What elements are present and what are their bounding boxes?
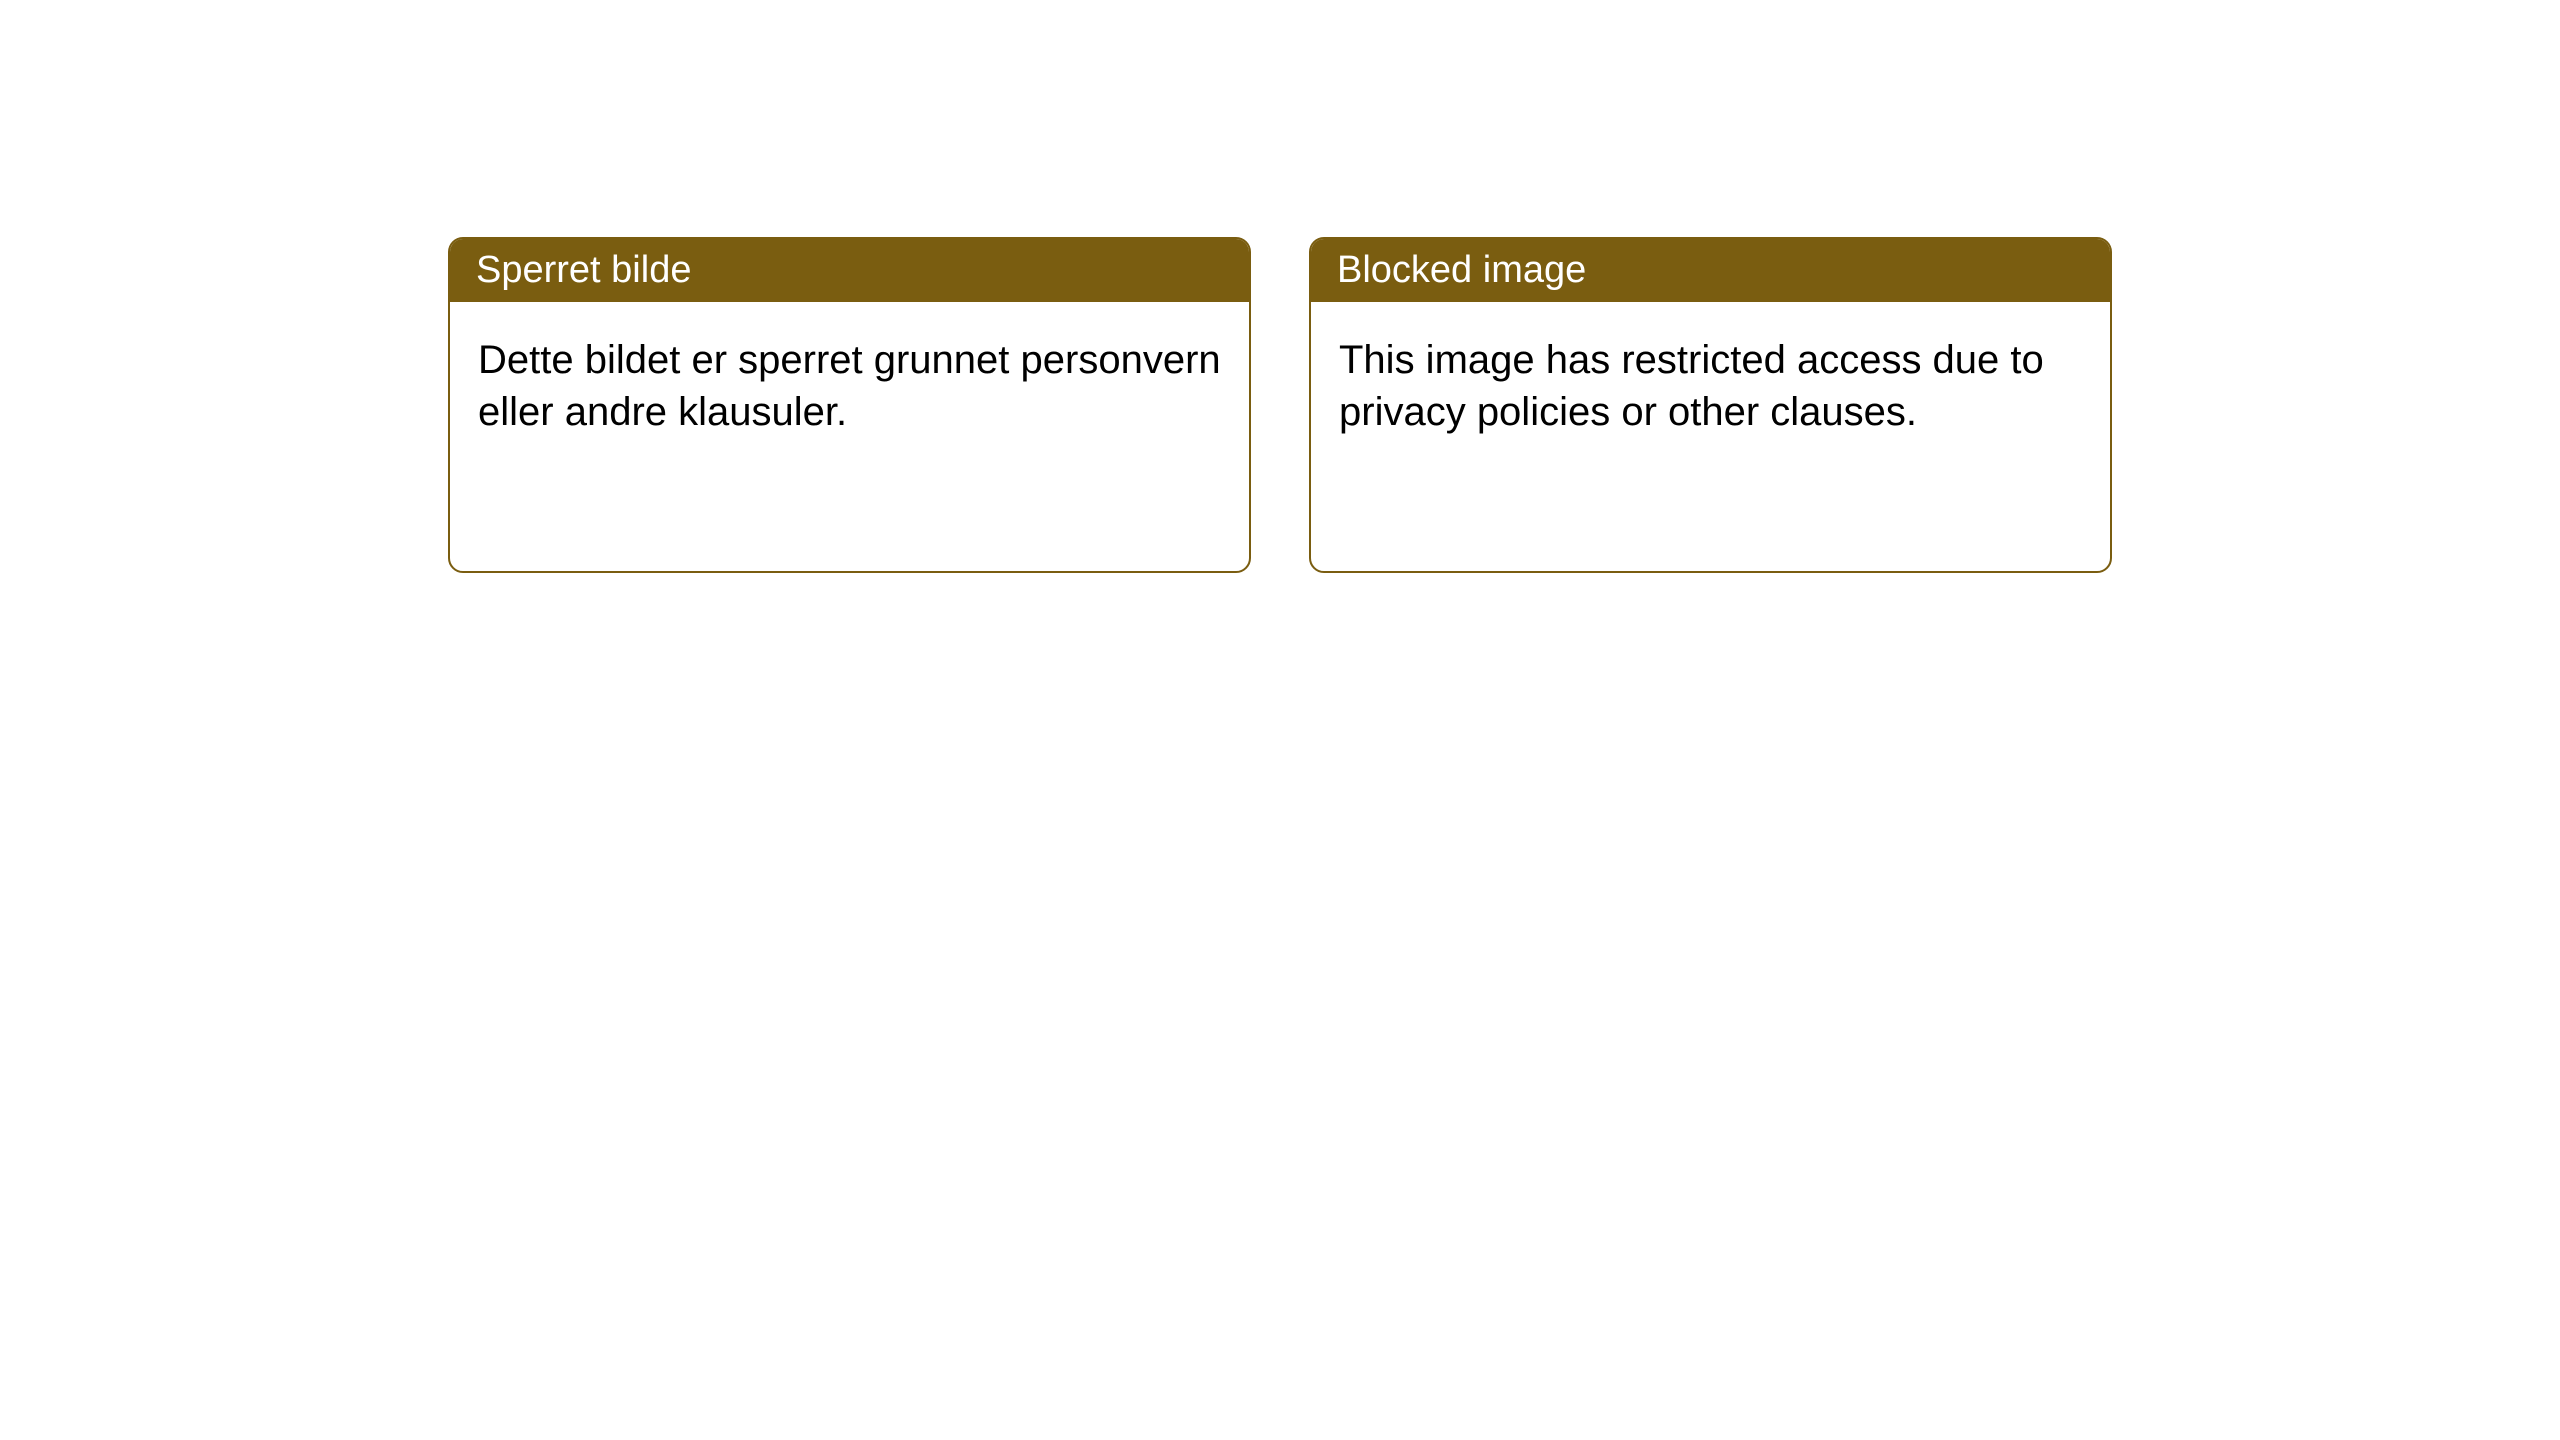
notice-cards-container: Sperret bilde Dette bildet er sperret gr… xyxy=(448,237,2112,573)
card-body-norwegian: Dette bildet er sperret grunnet personve… xyxy=(450,302,1249,470)
card-title-english: Blocked image xyxy=(1337,249,1586,291)
card-title-norwegian: Sperret bilde xyxy=(476,249,691,291)
card-header-english: Blocked image xyxy=(1311,239,2110,302)
card-text-norwegian: Dette bildet er sperret grunnet personve… xyxy=(478,338,1221,434)
card-body-english: This image has restricted access due to … xyxy=(1311,302,2110,470)
card-text-english: This image has restricted access due to … xyxy=(1339,338,2044,434)
blocked-image-card-norwegian: Sperret bilde Dette bildet er sperret gr… xyxy=(448,237,1251,573)
card-header-norwegian: Sperret bilde xyxy=(450,239,1249,302)
blocked-image-card-english: Blocked image This image has restricted … xyxy=(1309,237,2112,573)
